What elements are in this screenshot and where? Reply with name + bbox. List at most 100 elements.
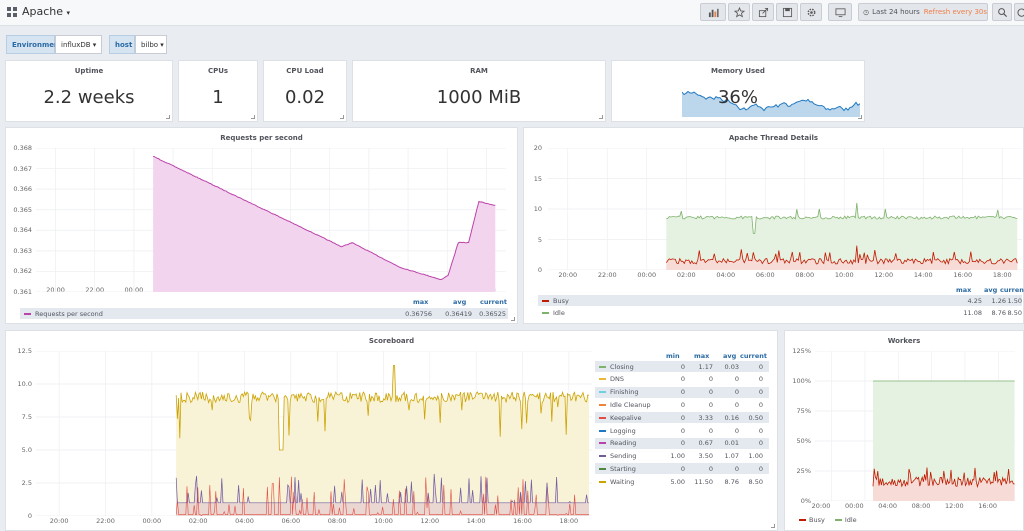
star-button[interactable] bbox=[728, 3, 750, 21]
resize-handle[interactable] bbox=[166, 115, 170, 119]
legend-min: 0 bbox=[680, 426, 685, 435]
x-axis-tick: 00:00 bbox=[637, 271, 657, 279]
legend-header-current: current bbox=[480, 298, 508, 306]
legend-series-name: Idle Cleanup bbox=[610, 400, 651, 409]
cpus-value: 1 bbox=[212, 87, 224, 108]
resize-handle[interactable] bbox=[251, 115, 255, 119]
resize-handle[interactable] bbox=[771, 524, 775, 528]
y-axis-tick: 0.361 bbox=[13, 288, 32, 296]
x-axis-tick: 20:00 bbox=[558, 271, 578, 279]
legend-row-finishing[interactable]: Finishing 0 0 0 0 bbox=[595, 386, 769, 398]
legend-row-waiting[interactable]: Waiting 5.00 11.50 8.76 8.50 bbox=[595, 476, 769, 487]
y-axis-tick: 125% bbox=[792, 347, 811, 355]
resize-handle[interactable] bbox=[858, 115, 862, 119]
dashboard-title[interactable]: Apache ▾ bbox=[22, 5, 71, 18]
legend-row-logging[interactable]: Logging 0 0 0 0 bbox=[595, 425, 769, 436]
cpu-load-value: 0.02 bbox=[284, 87, 326, 108]
view-mode-button[interactable] bbox=[828, 3, 852, 21]
legend-max: 0.36756 bbox=[405, 309, 432, 318]
legend-row-keepalive[interactable]: Keepalive 0 3.33 0.16 0.50 bbox=[595, 412, 769, 424]
top-navbar: Apache ▾ Last 24 hours Refresh every 30s bbox=[0, 0, 1024, 26]
legend-row-sending[interactable]: Sending 1.00 3.50 1.07 1.00 bbox=[595, 451, 769, 462]
uptime-panel: Uptime 2.2 weeks bbox=[5, 60, 173, 122]
legend-max: 0 bbox=[708, 426, 713, 435]
share-button[interactable] bbox=[752, 3, 774, 21]
memory-sparkline bbox=[682, 90, 860, 117]
legend-row-closing[interactable]: Closing 0 1.17 0.03 0 bbox=[595, 361, 769, 372]
workers-chart[interactable] bbox=[815, 351, 1024, 501]
x-axis-tick: 20:00 bbox=[811, 502, 831, 510]
y-axis-tick: 100% bbox=[792, 377, 811, 385]
y-axis-tick: 0.367 bbox=[13, 164, 32, 173]
x-axis-tick: 12:00 bbox=[420, 517, 440, 525]
x-axis-tick: 20:00 bbox=[49, 517, 69, 525]
zoom-out-button[interactable] bbox=[992, 3, 1012, 21]
legend-row-requests[interactable]: Requests per second 0.36756 0.36419 0.36… bbox=[20, 308, 508, 319]
y-axis-tick: 0 bbox=[27, 512, 32, 520]
y-axis-tick: 0.366 bbox=[13, 185, 32, 194]
bar-chart-icon bbox=[708, 8, 719, 17]
dashboard-grid-icon[interactable] bbox=[7, 7, 17, 17]
legend-max: 0.67 bbox=[698, 439, 713, 448]
x-axis-tick: 14:00 bbox=[913, 271, 933, 279]
panel-title: Uptime bbox=[74, 67, 104, 75]
y-axis-tick: 10.0 bbox=[17, 380, 32, 388]
add-panel-button[interactable] bbox=[700, 3, 726, 21]
thread-details-panel: Apache Thread Details 20 15 10 5 0 20:00 22:0… bbox=[523, 127, 1024, 324]
legend-current: 0.36525 bbox=[479, 309, 506, 318]
legend-row-dns[interactable]: DNS 0 0 0 0 bbox=[595, 374, 769, 385]
legend-row-idle[interactable]: Idle 11.08 8.76 8.50 bbox=[538, 307, 1022, 318]
legend-max: 0 bbox=[708, 375, 713, 384]
x-axis-tick: 12:00 bbox=[874, 271, 894, 279]
legend-avg: 8.76 bbox=[991, 308, 1006, 317]
legend-current: 0.50 bbox=[748, 413, 763, 422]
time-range-picker[interactable]: Last 24 hours Refresh every 30s bbox=[858, 3, 988, 21]
legend-avg: 0 bbox=[734, 426, 739, 435]
legend-item-idle[interactable]: Idle bbox=[834, 516, 857, 524]
gear-icon bbox=[807, 8, 815, 16]
panel-title: Scoreboard bbox=[368, 337, 415, 345]
legend-series-name: Busy bbox=[809, 516, 825, 524]
legend-row-starting[interactable]: Starting 0 0 0 0 bbox=[595, 463, 769, 475]
requests-per-second-panel: Requests per second 0.368 0.367 0.366 0.365… bbox=[5, 127, 518, 324]
legend-current: 0 bbox=[758, 362, 763, 371]
refresh-button[interactable] bbox=[1014, 3, 1024, 21]
thread-chart[interactable] bbox=[548, 148, 1022, 270]
variable-select-host[interactable]: bilbo ▾ bbox=[135, 35, 167, 54]
variable-select-environment[interactable]: influxDB ▾ bbox=[55, 35, 102, 54]
search-icon bbox=[997, 7, 1007, 17]
legend-row-reading[interactable]: Reading 0 0.67 0.01 0 bbox=[595, 437, 769, 449]
y-axis-tick: 5.0 bbox=[21, 446, 32, 454]
legend-swatch bbox=[542, 311, 549, 314]
save-button[interactable] bbox=[776, 3, 798, 21]
star-icon bbox=[733, 6, 745, 18]
legend-series-name: Starting bbox=[610, 464, 636, 473]
x-axis-tick: 08:00 bbox=[327, 517, 347, 525]
x-axis-tick: 16:00 bbox=[978, 502, 998, 510]
workers-legend: Busy Idle bbox=[799, 516, 857, 524]
legend-max: 1.17 bbox=[698, 362, 713, 371]
cpus-panel: CPUs 1 bbox=[178, 60, 258, 122]
y-axis-tick: 75% bbox=[796, 407, 811, 415]
resize-handle[interactable] bbox=[340, 115, 344, 119]
legend-series-name: Idle bbox=[844, 516, 857, 524]
legend-item-busy[interactable]: Busy bbox=[799, 516, 825, 524]
legend-header-avg: avg bbox=[723, 352, 737, 360]
requests-chart[interactable] bbox=[36, 148, 506, 292]
resize-handle[interactable] bbox=[511, 317, 515, 321]
x-axis-tick: 04:00 bbox=[878, 502, 898, 510]
legend-current: 0 bbox=[758, 439, 763, 448]
legend-avg: 0.01 bbox=[724, 439, 739, 448]
legend-series-name: Keepalive bbox=[610, 413, 642, 422]
legend-row-busy[interactable]: Busy 4.25 1.26 1.50 bbox=[538, 295, 1022, 306]
resize-handle[interactable] bbox=[599, 115, 603, 119]
settings-button[interactable] bbox=[800, 3, 822, 21]
legend-max: 0 bbox=[708, 388, 713, 397]
legend-row-idle-cleanup[interactable]: Idle Cleanup 0 0 0 0 bbox=[595, 399, 769, 410]
refresh-interval-label: Refresh every 30s bbox=[923, 8, 987, 16]
uptime-value: 2.2 weeks bbox=[43, 87, 135, 108]
legend-swatch bbox=[599, 442, 606, 445]
y-axis-tick: 25% bbox=[796, 467, 811, 475]
legend-avg: 0.16 bbox=[724, 413, 739, 422]
scoreboard-chart[interactable] bbox=[36, 351, 592, 516]
